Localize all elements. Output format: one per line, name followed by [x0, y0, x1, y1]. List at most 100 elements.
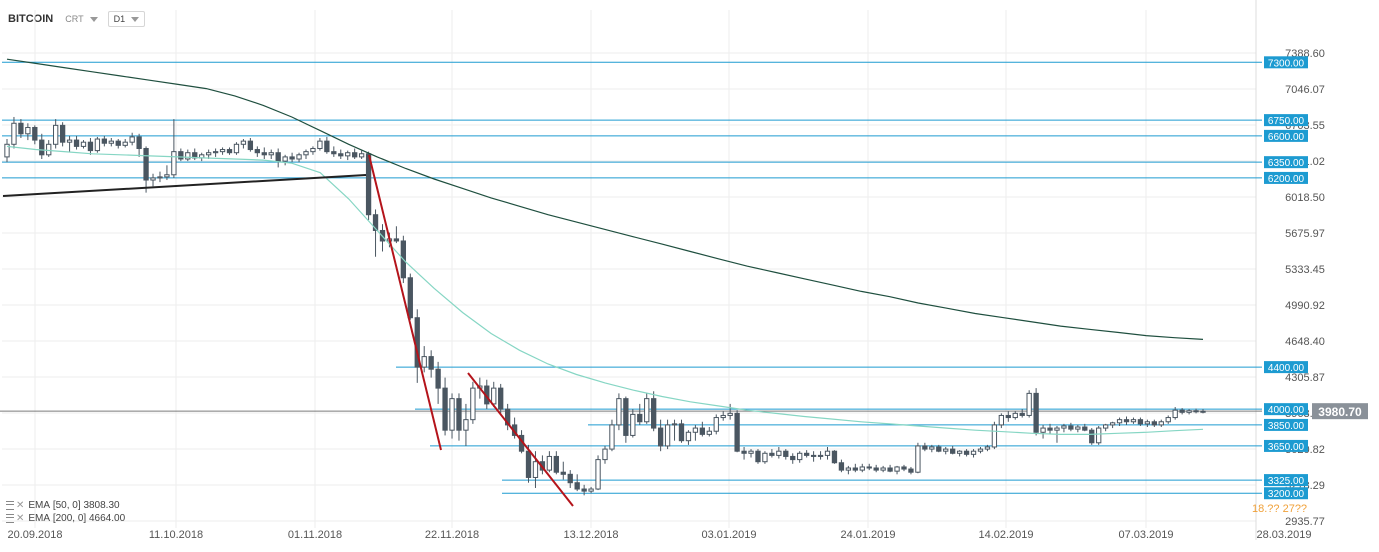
- candle-body: [803, 452, 810, 456]
- price-level-label: 6200.00: [1268, 174, 1305, 185]
- close-icon[interactable]: ✕: [16, 513, 25, 524]
- candle-body: [852, 467, 858, 471]
- y-tick-label: 4990.92: [1285, 300, 1325, 312]
- candle-body: [94, 138, 101, 152]
- x-tick-label: 11.10.2018: [149, 529, 203, 541]
- candle-body: [998, 414, 1005, 426]
- candle-body: [449, 398, 455, 431]
- candle-body: [929, 446, 935, 450]
- x-tick-label: 14.02.2019: [978, 529, 1033, 541]
- candle-body: [324, 140, 330, 153]
- indicator-value: 4664.00: [88, 513, 126, 524]
- candle-body: [226, 149, 233, 154]
- candle-body: [748, 450, 754, 454]
- crosshair-date-readout: 18.?? 27??: [1252, 503, 1307, 515]
- price-level-tag: [1264, 56, 1308, 69]
- downtrend-line: [467, 372, 574, 507]
- indicator-name: EMA: [28, 500, 51, 511]
- candle-body: [504, 408, 511, 426]
- candle-body: [296, 154, 302, 160]
- x-tick-label: 20.09.2018: [7, 529, 62, 541]
- y-tick-label: 5675.97: [1285, 228, 1325, 240]
- candle-body: [101, 138, 108, 144]
- candle-body: [25, 126, 31, 135]
- price-level-label: 6600.00: [1268, 132, 1305, 143]
- candle-body: [532, 461, 539, 478]
- chart-toolbar: BITCOIN CRT D1: [8, 10, 155, 28]
- support-trendline: [2, 174, 367, 197]
- candle-body: [39, 139, 45, 156]
- candle-body: [456, 398, 462, 431]
- price-level-label: 6750.00: [1268, 116, 1305, 127]
- chart-type-dropdown[interactable]: CRT: [65, 14, 98, 24]
- candle-body: [4, 143, 10, 158]
- candle-body: [11, 122, 17, 145]
- candle-body: [212, 151, 219, 154]
- candle-body: [936, 446, 942, 452]
- indicator-value: 3808.30: [83, 500, 120, 511]
- interval-dropdown[interactable]: D1: [107, 11, 146, 27]
- candle-body: [762, 452, 768, 463]
- candle-body: [1089, 429, 1095, 444]
- candle-body: [630, 413, 636, 436]
- candle-body: [616, 398, 622, 426]
- interval-label: D1: [113, 14, 126, 24]
- candle-body: [977, 448, 984, 452]
- price-level-tag: [1264, 114, 1308, 127]
- candle-body: [338, 153, 344, 157]
- symbol-label[interactable]: BITCOIN: [8, 13, 54, 25]
- candle-body: [463, 419, 469, 431]
- candle-body: [741, 450, 747, 454]
- candle-body: [1109, 422, 1116, 426]
- candle-body: [122, 141, 128, 146]
- candle-body: [525, 450, 532, 478]
- candle-body: [421, 356, 427, 368]
- candle-body: [1054, 427, 1060, 431]
- candle-body: [963, 450, 970, 455]
- candle-body: [1075, 426, 1081, 430]
- candle-body: [678, 423, 685, 442]
- candle-body: [1172, 409, 1178, 419]
- y-tick-label: 4305.87: [1285, 372, 1325, 384]
- candle-body: [1047, 427, 1053, 431]
- current-price-tag: [1312, 403, 1368, 420]
- candle-body: [1158, 421, 1164, 426]
- candle-body: [254, 149, 260, 154]
- ema50-line: [6, 145, 1204, 435]
- candle-body: [651, 398, 657, 429]
- candle-body: [984, 446, 991, 450]
- candle-body: [824, 450, 831, 456]
- y-tick-label: 4648.40: [1285, 336, 1325, 348]
- candle-body: [776, 450, 782, 456]
- candle-body: [567, 473, 573, 484]
- indicator-params: [200, 0]: [52, 513, 87, 524]
- candle-body: [303, 151, 309, 156]
- candle-body: [331, 151, 337, 155]
- settings-icon[interactable]: [6, 501, 14, 510]
- candle-body: [205, 152, 212, 156]
- indicator-legend-ema50: ✕ EMA [50, 0] 3808.30: [6, 500, 120, 511]
- candle-body: [352, 152, 358, 158]
- candle-body: [817, 454, 824, 457]
- price-level-label: 3650.00: [1268, 442, 1305, 453]
- candle-body: [894, 466, 900, 472]
- y-tick-label: 7046.07: [1285, 84, 1325, 96]
- ema200-line: [6, 58, 1204, 340]
- candle-body: [831, 450, 838, 464]
- candle-body: [73, 139, 80, 147]
- candle-body: [435, 368, 441, 389]
- candle-body: [727, 412, 733, 416]
- chart-type-label: CRT: [65, 14, 84, 24]
- settings-icon[interactable]: [6, 514, 14, 523]
- close-icon[interactable]: ✕: [16, 500, 25, 511]
- candle-body: [991, 424, 998, 448]
- candle-body: [372, 214, 379, 231]
- indicator-params: [50, 0]: [52, 500, 81, 511]
- price-level-tag: [1264, 439, 1308, 452]
- candle-body: [317, 140, 323, 149]
- candle-body: [1096, 427, 1102, 444]
- x-tick-label: 24.01.2019: [840, 529, 895, 541]
- candle-body: [685, 431, 692, 442]
- candle-body: [310, 147, 316, 153]
